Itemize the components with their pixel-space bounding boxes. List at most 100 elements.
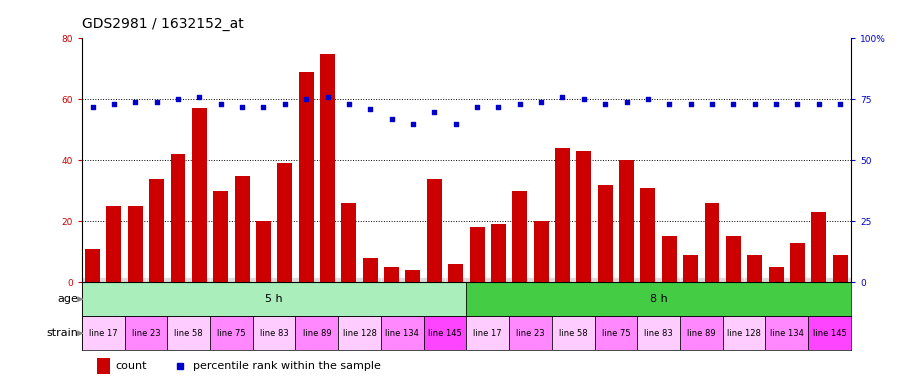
- Bar: [812, 212, 826, 282]
- Text: line 83: line 83: [644, 329, 673, 338]
- Bar: [170, 154, 186, 282]
- Text: line 134: line 134: [770, 329, 804, 338]
- Text: line 145: line 145: [428, 329, 462, 338]
- Bar: [106, 206, 121, 282]
- Bar: [298, 72, 314, 282]
- Bar: [192, 108, 207, 282]
- Point: [235, 104, 249, 110]
- Text: 8 h: 8 h: [650, 294, 668, 304]
- Text: line 75: line 75: [217, 329, 246, 338]
- Bar: [97, 358, 109, 374]
- Point: [128, 99, 143, 105]
- Point: [192, 94, 207, 100]
- Point: [683, 101, 698, 107]
- Point: [512, 101, 527, 107]
- Text: line 134: line 134: [385, 329, 420, 338]
- Text: percentile rank within the sample: percentile rank within the sample: [193, 361, 380, 371]
- Point: [341, 101, 356, 107]
- Bar: [384, 267, 399, 282]
- Point: [106, 101, 121, 107]
- Text: GDS2981 / 1632152_at: GDS2981 / 1632152_at: [82, 17, 244, 31]
- Point: [363, 106, 378, 112]
- Text: line 145: line 145: [813, 329, 846, 338]
- Bar: [127, 206, 143, 282]
- Point: [534, 99, 549, 105]
- Bar: [637, 316, 680, 350]
- Text: line 58: line 58: [559, 329, 588, 338]
- Point: [769, 101, 784, 107]
- Bar: [726, 237, 741, 282]
- Text: line 23: line 23: [132, 329, 160, 338]
- Bar: [808, 316, 851, 350]
- Bar: [490, 224, 506, 282]
- Text: line 17: line 17: [473, 329, 502, 338]
- Bar: [704, 203, 720, 282]
- Point: [790, 101, 804, 107]
- Point: [406, 121, 420, 127]
- Point: [577, 96, 592, 103]
- Bar: [82, 282, 466, 316]
- Point: [812, 101, 826, 107]
- Bar: [723, 316, 765, 350]
- Point: [555, 94, 570, 100]
- Bar: [683, 255, 698, 282]
- Bar: [341, 203, 357, 282]
- Bar: [555, 148, 570, 282]
- Bar: [339, 316, 381, 350]
- Text: count: count: [116, 361, 147, 371]
- Bar: [406, 270, 420, 282]
- Point: [726, 101, 741, 107]
- Bar: [747, 255, 763, 282]
- Text: strain: strain: [46, 328, 78, 338]
- Bar: [278, 163, 292, 282]
- Point: [257, 104, 271, 110]
- Point: [833, 101, 847, 107]
- Point: [384, 116, 399, 122]
- Bar: [82, 316, 125, 350]
- Bar: [213, 191, 228, 282]
- Point: [491, 104, 506, 110]
- Point: [214, 101, 228, 107]
- Point: [747, 101, 762, 107]
- Bar: [533, 221, 549, 282]
- Bar: [296, 316, 339, 350]
- Bar: [594, 316, 637, 350]
- Bar: [320, 54, 335, 282]
- Point: [704, 101, 719, 107]
- Bar: [466, 316, 509, 350]
- Bar: [619, 160, 634, 282]
- Text: line 128: line 128: [343, 329, 377, 338]
- Bar: [470, 227, 484, 282]
- Bar: [576, 151, 592, 282]
- Bar: [149, 179, 164, 282]
- Bar: [765, 316, 808, 350]
- Bar: [449, 264, 463, 282]
- Text: line 58: line 58: [175, 329, 203, 338]
- Point: [470, 104, 484, 110]
- Text: line 75: line 75: [602, 329, 631, 338]
- Bar: [466, 282, 851, 316]
- Point: [427, 108, 441, 114]
- Bar: [235, 175, 249, 282]
- Bar: [641, 188, 655, 282]
- Bar: [210, 316, 253, 350]
- Point: [171, 96, 186, 103]
- Point: [620, 99, 634, 105]
- Bar: [662, 237, 677, 282]
- Point: [86, 104, 100, 110]
- Bar: [790, 243, 805, 282]
- Point: [149, 99, 164, 105]
- Bar: [256, 221, 271, 282]
- Bar: [680, 316, 723, 350]
- Text: line 128: line 128: [727, 329, 761, 338]
- Bar: [381, 316, 424, 350]
- Point: [320, 94, 335, 100]
- Text: line 23: line 23: [516, 329, 545, 338]
- Bar: [509, 316, 551, 350]
- Bar: [427, 179, 442, 282]
- Bar: [551, 316, 594, 350]
- Bar: [86, 248, 100, 282]
- Text: line 89: line 89: [687, 329, 715, 338]
- Bar: [125, 316, 167, 350]
- Bar: [833, 255, 847, 282]
